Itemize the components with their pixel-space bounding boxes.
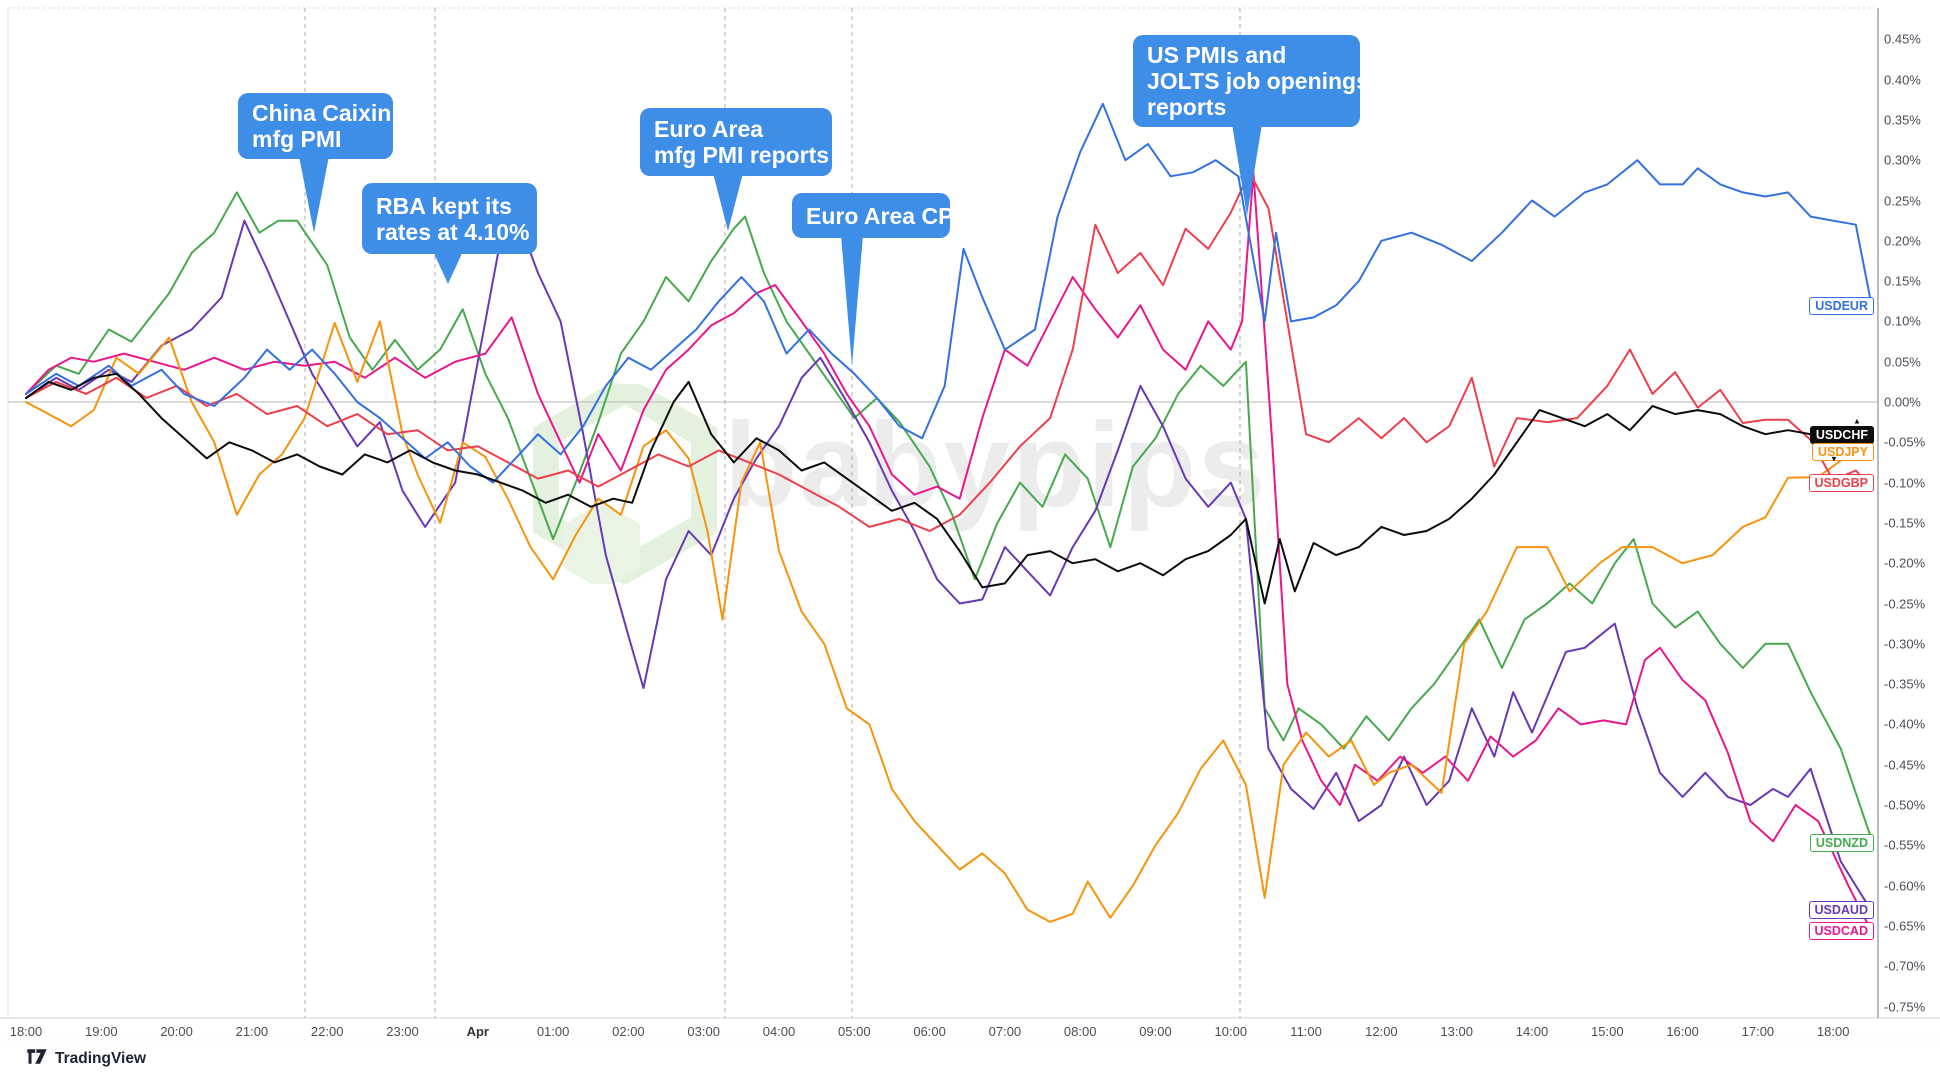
time-tick-label: 19:00 (85, 1024, 118, 1039)
time-tick-label: 22:00 (310, 1024, 344, 1039)
price-tick-label: 0.40% (1884, 72, 1921, 88)
time-tick-label: 18:00 (9, 1024, 43, 1039)
series-line-usdnzd (25, 191, 1872, 839)
series-label-usdjpy: USDJPY (1811, 443, 1874, 461)
callout-text: US PMIs and (1147, 42, 1287, 68)
series-label-usdgbp: USDGBP (1808, 474, 1874, 492)
time-tick-label: 20:00 (160, 1024, 193, 1039)
callout-rba-rate-decision[interactable]: RBA kept its rates at 4.10% (362, 183, 537, 254)
time-tick-label: 11:00 (1290, 1024, 1322, 1039)
time-tick-label: 03:00 (687, 1024, 720, 1039)
series-label-usdnzd: USDNZD (1809, 834, 1874, 852)
price-tick-label: -0.70% (1884, 958, 1926, 974)
series-line-usdeur (25, 102, 1872, 484)
time-tick-label: 08:00 (1063, 1024, 1097, 1039)
tradingview-label: TradingView (55, 1050, 147, 1067)
callout-text: mfg PMI reports (654, 142, 830, 168)
callout-text: mfg PMI (252, 126, 342, 152)
callout-text: Euro Area CPI (806, 202, 960, 229)
price-tick-label: -0.30% (1884, 636, 1926, 652)
price-tick-label: -0.15% (1884, 515, 1926, 531)
time-tick-label: 06:00 (913, 1024, 946, 1039)
series-line-usdaud (25, 211, 1872, 911)
callout-text: rates at 4.10% (376, 218, 530, 245)
price-tick-label: 0.20% (1884, 233, 1921, 249)
price-tick-label: -0.55% (1884, 837, 1926, 853)
series-label-usdcad: USDCAD (1808, 922, 1874, 940)
time-tick-label: 15:00 (1591, 1024, 1624, 1039)
callout-text: China Caixin (252, 100, 392, 126)
callout-tail-china-caixin-mfg-pmi (299, 156, 329, 233)
callout-tail-us-pmis-jolts (1232, 124, 1262, 216)
price-tick-label: 0.35% (1884, 112, 1921, 128)
callout-text: Euro Area (654, 116, 764, 142)
time-tick-label: 01:00 (536, 1024, 570, 1039)
price-tick-label: -0.20% (1884, 555, 1926, 571)
time-tick-label: 21:00 (235, 1024, 269, 1039)
callout-euro-area-mfg-pmi[interactable]: Euro Area mfg PMI reports (640, 108, 832, 176)
time-tick-label: 02:00 (612, 1024, 645, 1039)
price-direction-marker: ▲ (1853, 416, 1861, 426)
time-tick-label: 05:00 (838, 1024, 871, 1039)
price-tick-label: 0.10% (1884, 313, 1921, 329)
price-tick-label: -0.50% (1884, 797, 1926, 813)
time-tick-label: 07:00 (988, 1024, 1022, 1039)
price-tick-label: -0.40% (1884, 716, 1926, 732)
price-tick-label: -0.05% (1884, 434, 1926, 450)
tradingview-logo[interactable]: TradingView (26, 1048, 146, 1070)
price-tick-label: -0.25% (1884, 596, 1926, 611)
price-tick-label: -0.60% (1884, 878, 1926, 894)
series-line-usdchf (25, 372, 1872, 605)
price-tick-label: 0.15% (1884, 273, 1921, 289)
tradingview-icon (26, 1048, 48, 1070)
time-tick-label: 17:00 (1741, 1024, 1775, 1039)
price-tick-label: 0.45% (1884, 31, 1921, 47)
callout-text: reports (1147, 94, 1227, 120)
time-tick-label: 12:00 (1365, 1024, 1398, 1039)
price-tick-label: -0.10% (1884, 475, 1926, 491)
callout-tail-euro-area-mfg-pmi (713, 173, 743, 231)
series-line-usdcad (25, 171, 1872, 931)
time-tick-label: 09:00 (1139, 1024, 1172, 1039)
series-line-usdgbp (25, 171, 1872, 532)
price-tick-label: -0.75% (1884, 999, 1926, 1014)
price-direction-marker: ▼ (1830, 454, 1838, 464)
callout-text: JOLTS job openings (1147, 68, 1369, 94)
price-tick-label: -0.65% (1884, 918, 1926, 934)
series-label-usdchf: USDCHF (1809, 426, 1874, 444)
time-tick-label: 14:00 (1515, 1024, 1549, 1039)
time-tick-label: Apr (466, 1024, 489, 1039)
callout-us-pmis-jolts[interactable]: US PMIs and JOLTS job openings reports (1133, 35, 1369, 127)
callout-china-caixin-mfg-pmi[interactable]: China Caixin mfg PMI (238, 93, 393, 159)
time-tick-label: 13:00 (1440, 1024, 1473, 1039)
callout-euro-area-cpi[interactable]: Euro Area CPI (792, 193, 960, 238)
price-tick-label: 0.25% (1884, 193, 1921, 208)
time-tick-label: 16:00 (1666, 1024, 1699, 1039)
callout-text: RBA kept its (376, 192, 512, 219)
series-label-usdaud: USDAUD (1808, 901, 1874, 919)
price-tick-label: -0.35% (1884, 676, 1926, 692)
price-tick-label: 0.30% (1884, 152, 1921, 168)
price-tick-label: 0.05% (1884, 354, 1921, 370)
callout-tail-rba-rate-decision (433, 251, 463, 284)
series-line-usdjpy (25, 320, 1872, 923)
callout-tail-euro-area-cpi (841, 235, 863, 366)
time-tick-label: 04:00 (762, 1024, 796, 1039)
time-tick-label: 18:00 (1816, 1024, 1850, 1039)
time-tick-label: 23:00 (386, 1024, 419, 1039)
price-tick-label: 0.00% (1884, 394, 1921, 410)
time-tick-label: 10:00 (1214, 1024, 1248, 1039)
series-label-usdeur: USDEUR (1809, 297, 1874, 315)
price-tick-label: -0.45% (1884, 757, 1926, 773)
